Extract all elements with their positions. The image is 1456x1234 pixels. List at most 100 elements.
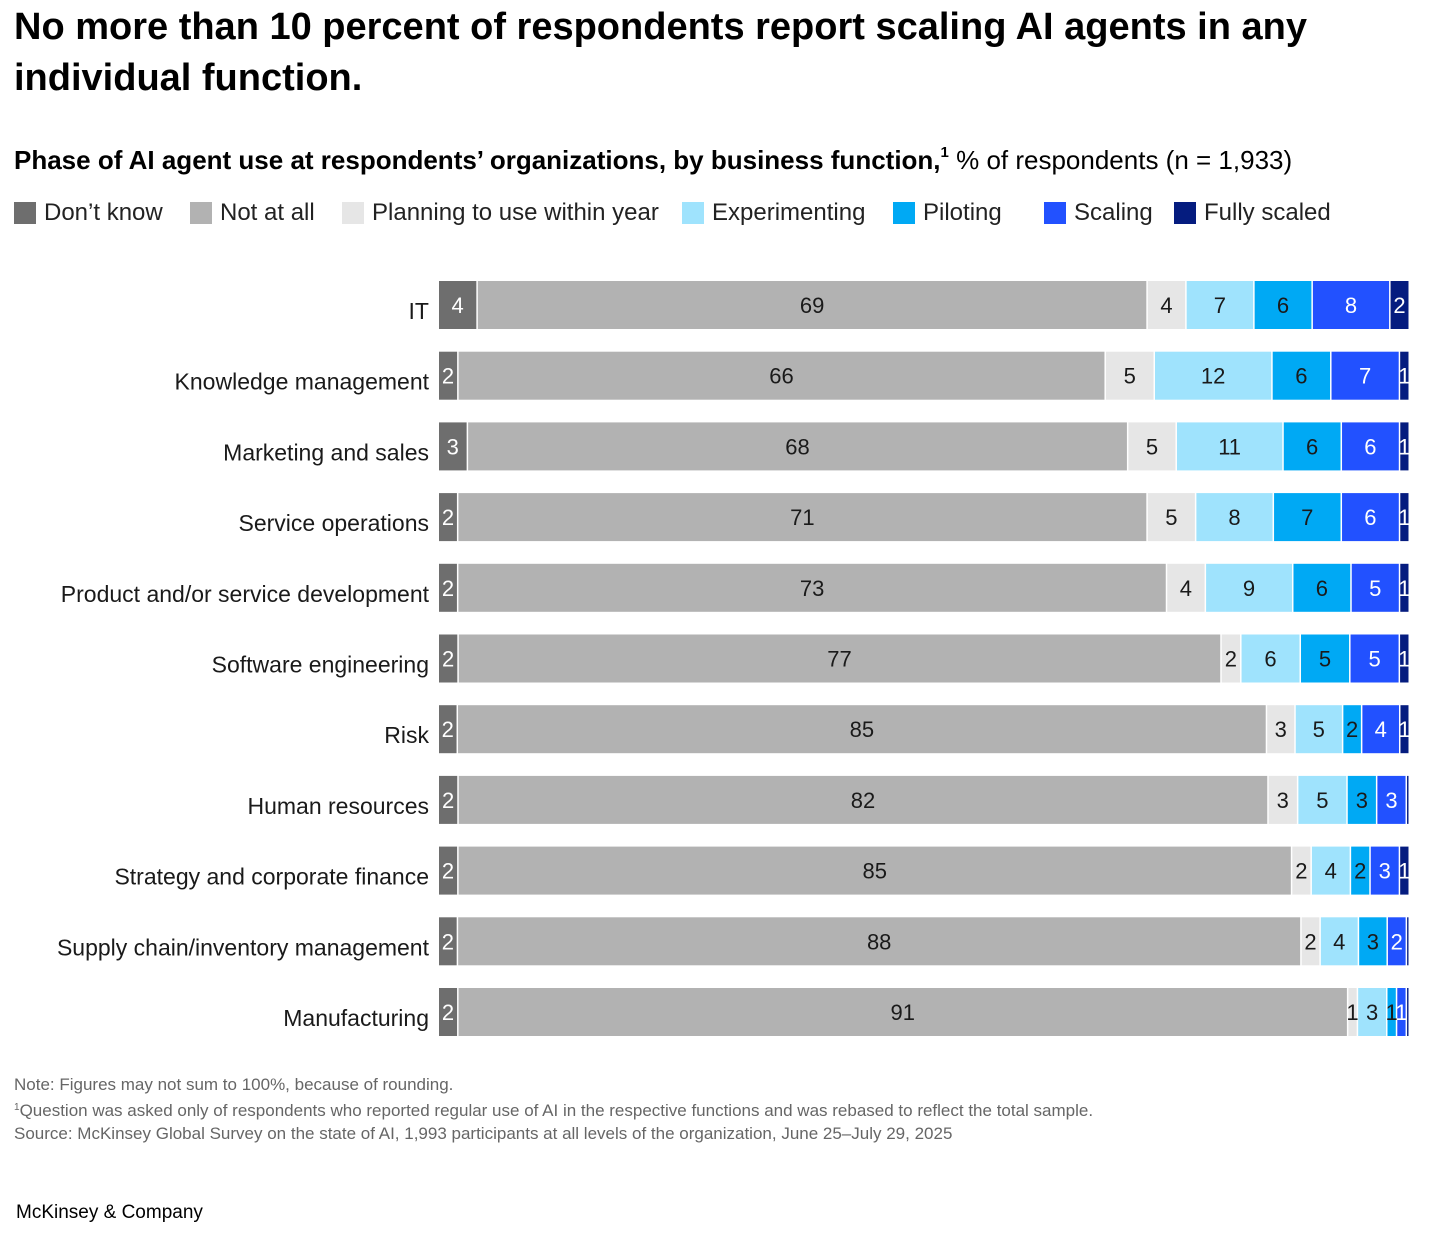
bar-segment (458, 917, 1301, 966)
data-label: 71 (790, 505, 814, 530)
subtitle-footnote-marker: 1 (940, 144, 949, 161)
data-label: 2 (442, 1000, 454, 1025)
data-label: 6 (1277, 293, 1289, 318)
data-label: 2 (442, 929, 454, 954)
bar-segment (1400, 705, 1409, 754)
data-label: 2 (442, 364, 454, 389)
brand-logo-text: McKinsey & Company (16, 1202, 203, 1223)
bar-segment (439, 634, 458, 683)
data-label: 5 (1165, 505, 1177, 530)
data-label: 9 (1243, 576, 1255, 601)
bar-segment (1331, 351, 1399, 400)
data-label: 85 (862, 859, 886, 884)
bar-segment (439, 917, 457, 966)
data-label: 3 (1277, 788, 1289, 813)
bar-segment (477, 281, 1147, 329)
data-label: 73 (800, 576, 824, 601)
data-label: 85 (850, 717, 874, 742)
bar-segment (1400, 846, 1409, 895)
data-label: 6 (1306, 434, 1318, 459)
data-label: 5 (1369, 576, 1381, 601)
legend-item: Piloting (893, 197, 1002, 229)
data-label: 2 (442, 647, 454, 672)
legend-swatch (190, 202, 212, 224)
bar-segment (458, 846, 1291, 895)
bar-segment (1293, 563, 1351, 612)
bar-segment (1370, 846, 1399, 895)
data-label: 6 (1364, 434, 1376, 459)
bar-segment (1301, 917, 1320, 966)
bar-segment (439, 846, 458, 895)
bar-segment (458, 988, 1347, 1036)
legend-label: Not at all (220, 199, 315, 226)
data-label: 2 (1295, 859, 1307, 884)
data-label: 8 (1345, 293, 1357, 318)
bar-segment (1347, 775, 1376, 824)
bar-segment (1359, 917, 1387, 966)
data-label: 5 (1319, 647, 1331, 672)
data-label: 1 (1386, 1000, 1398, 1025)
bar-segment (1407, 988, 1409, 1036)
chart-subtitle: Phase of AI agent use at respondents’ or… (14, 136, 1292, 177)
bar-segment (439, 775, 458, 824)
data-label: 2 (442, 576, 454, 601)
data-label: 2 (1391, 929, 1403, 954)
data-label: 5 (1146, 434, 1158, 459)
data-label: 4 (1180, 576, 1192, 601)
bar-segment (439, 493, 457, 542)
note-rounding: Note: Figures may not sum to 100%, becau… (14, 1075, 454, 1094)
legend-label: Fully scaled (1204, 199, 1331, 226)
bar-segment (1400, 422, 1409, 471)
bar-segment (458, 775, 1268, 824)
bar-segment (1397, 988, 1406, 1036)
data-label: 7 (1359, 364, 1371, 389)
bar-segment (1167, 563, 1205, 612)
data-label: 2 (1225, 647, 1237, 672)
bar-segment (1272, 351, 1331, 400)
bar-segment (1320, 917, 1358, 966)
data-label: 3 (1385, 788, 1397, 813)
data-label: 5 (1316, 788, 1328, 813)
bar-segment (1221, 634, 1241, 683)
data-label: 1 (1346, 1000, 1358, 1025)
note-source: Source: McKinsey Global Survey on the st… (14, 1124, 953, 1143)
bar-segment (1358, 988, 1387, 1036)
bar-segment (1274, 493, 1341, 542)
legend-label: Scaling (1074, 199, 1153, 226)
data-label: 1 (1398, 505, 1410, 530)
category-label: Supply chain/inventory management (57, 934, 430, 960)
legend-item: Scaling (1044, 197, 1153, 229)
bar-segment (1400, 563, 1409, 612)
category-label: Knowledge management (175, 369, 430, 395)
bar-segment (1407, 917, 1409, 966)
bar-segment (1295, 705, 1342, 754)
category-label: Risk (384, 722, 429, 748)
bar-segment (1301, 634, 1350, 683)
data-label: 2 (442, 717, 454, 742)
data-label: 2 (442, 859, 454, 884)
bar-segment (1298, 775, 1347, 824)
bar-segment (439, 351, 458, 400)
category-label: Marketing and sales (223, 439, 429, 465)
bar-segment (1343, 705, 1361, 754)
bar-segment (1377, 775, 1406, 824)
bar-segment (1154, 351, 1272, 400)
bar-segment (458, 634, 1221, 683)
bar-segment (458, 705, 1266, 754)
data-label: 3 (1367, 929, 1379, 954)
bar-segment (1311, 846, 1350, 895)
bar-segment (1254, 281, 1312, 329)
bar-segment (458, 351, 1105, 400)
bar-segment (1400, 634, 1409, 683)
legend-label: Don’t know (44, 199, 163, 226)
chart-title: No more than 10 percent of respondents r… (14, 6, 1307, 99)
data-label: 2 (1304, 929, 1316, 954)
bar-segment (1400, 351, 1409, 400)
legend-item: Experimenting (682, 197, 865, 229)
bar-segment (1348, 988, 1357, 1036)
data-label: 11 (1218, 434, 1241, 459)
subtitle-regular: % of respondents (n = 1,933) (948, 145, 1293, 175)
data-label: 4 (1160, 293, 1172, 318)
bar-segment (1407, 775, 1409, 824)
note-footnote-text: Question was asked only of respondents w… (19, 1101, 1094, 1120)
